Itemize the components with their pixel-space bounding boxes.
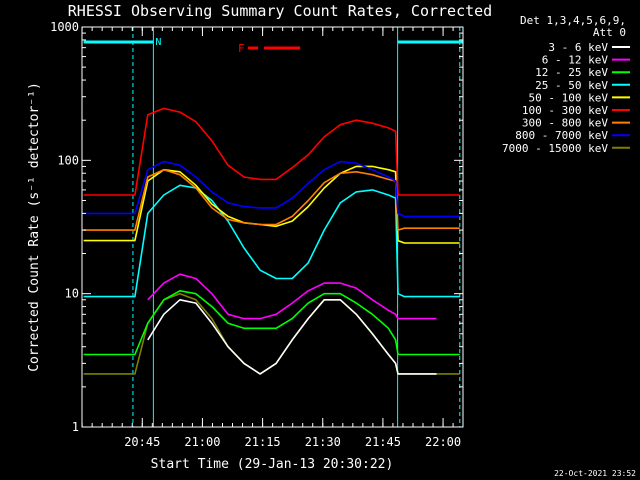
legend-entry-label: 3 - 6 keV <box>548 41 608 54</box>
night-bars: N <box>83 37 463 48</box>
night-bar-label: N <box>155 37 161 48</box>
series-line <box>147 273 437 320</box>
x-tick-label: 21:45 <box>365 435 401 449</box>
legend-entry-label: 800 - 7000 keV <box>515 129 608 142</box>
legend-header: Det 1,3,4,5,6,9, <box>520 14 626 27</box>
legend-entry-label: 6 - 12 keV <box>542 54 609 67</box>
legend-entry-label: 7000 - 15000 keV <box>502 142 608 155</box>
x-tick-label: 21:15 <box>245 435 281 449</box>
y-tick-label: 1000 <box>50 20 79 34</box>
series-line <box>83 168 460 231</box>
y-axis-label: Corrected Count Rate (s⁻¹ detector⁻¹) <box>27 82 42 372</box>
chart-title: RHESSI Observing Summary Count Rates, Co… <box>68 2 492 20</box>
y-tick-label: 10 <box>65 287 79 301</box>
legend-entry-label: 100 - 300 keV <box>522 104 608 117</box>
x-axis-label: Start Time (29-Jan-13 20:30:22) <box>151 457 394 472</box>
series-line <box>83 165 460 244</box>
legend-header: Att 0 <box>593 26 626 39</box>
legend-entry-label: 50 - 100 keV <box>529 91 609 104</box>
series-line <box>83 107 460 196</box>
x-tick-label: 21:30 <box>305 435 341 449</box>
y-tick-label: 100 <box>57 153 79 167</box>
legend-entry-label: 300 - 800 keV <box>522 117 608 130</box>
flare-marker: F <box>238 42 301 55</box>
series-line <box>83 184 460 298</box>
plot-frame <box>81 26 464 428</box>
axis-ticks: 1 10 100 1000 20:45 21:00 21:15 21:30 21:45 22:00 <box>50 20 463 449</box>
legend-entry-label: 25 - 50 keV <box>535 79 608 92</box>
x-tick-label: 21:00 <box>184 435 220 449</box>
x-tick-label: 20:45 <box>124 435 160 449</box>
series-line <box>83 160 460 218</box>
legend-entry-label: 12 - 25 keV <box>535 66 608 79</box>
footer-timestamp: 22-Oct-2021 23:52 <box>554 469 636 478</box>
saa-lines <box>132 27 461 427</box>
series-line <box>83 292 460 375</box>
y-tick-label: 1 <box>72 420 79 434</box>
series-lines <box>83 107 460 375</box>
series-line <box>147 299 437 375</box>
x-tick-label: 22:00 <box>425 435 461 449</box>
series-line <box>83 290 460 356</box>
flare-label: F <box>238 42 245 55</box>
